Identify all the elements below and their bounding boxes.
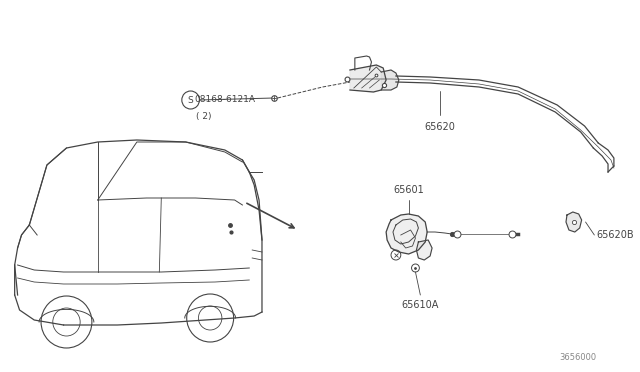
Polygon shape bbox=[417, 240, 432, 260]
Polygon shape bbox=[566, 212, 582, 232]
Text: 65620B: 65620B bbox=[596, 230, 634, 240]
Text: 65601: 65601 bbox=[393, 185, 424, 195]
Polygon shape bbox=[386, 214, 427, 254]
Text: 65610A: 65610A bbox=[402, 300, 439, 310]
Text: ( 2): ( 2) bbox=[195, 112, 211, 121]
Polygon shape bbox=[381, 70, 399, 90]
Text: S: S bbox=[188, 96, 193, 105]
Text: 3656000: 3656000 bbox=[559, 353, 596, 362]
Text: 65620: 65620 bbox=[424, 122, 455, 132]
Text: 08168-6121A: 08168-6121A bbox=[195, 94, 255, 103]
Polygon shape bbox=[350, 65, 386, 92]
